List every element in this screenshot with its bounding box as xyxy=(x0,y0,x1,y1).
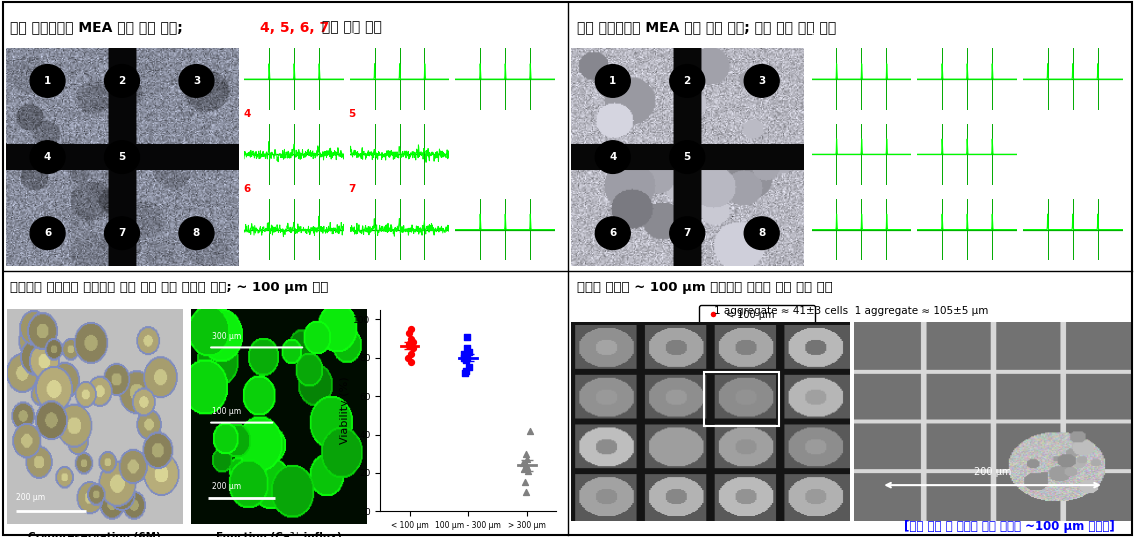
Point xyxy=(455,353,473,362)
Text: 7: 7 xyxy=(118,228,126,238)
Circle shape xyxy=(596,141,630,173)
Point xyxy=(400,342,418,351)
Text: 7: 7 xyxy=(916,184,924,194)
Circle shape xyxy=(745,217,779,250)
Legend: < 100 μm, 100 μm - 300 μm, > 300 μm: < 100 μm, 100 μm - 300 μm, > 300 μm xyxy=(699,304,815,354)
Point xyxy=(518,463,536,471)
Text: 3: 3 xyxy=(1022,33,1029,43)
Text: 7: 7 xyxy=(683,228,691,238)
Point xyxy=(456,369,474,378)
Text: Function (Ca²⁺ influx): Function (Ca²⁺ influx) xyxy=(216,532,342,537)
Point xyxy=(400,353,418,362)
Text: 1 aggregate ≈ 41±3 cells  1 aggregate ≈ 105±5 μm: 1 aggregate ≈ 41±3 cells 1 aggregate ≈ 1… xyxy=(714,307,989,316)
Point xyxy=(516,478,535,487)
Text: 200 μm: 200 μm xyxy=(974,467,1011,477)
Point xyxy=(456,355,474,364)
Text: 4, 5, 6, 7: 4, 5, 6, 7 xyxy=(260,20,329,34)
Circle shape xyxy=(670,64,705,97)
Text: 3: 3 xyxy=(454,33,462,43)
Circle shape xyxy=(596,64,630,97)
Text: 2: 2 xyxy=(916,33,924,43)
Point xyxy=(518,449,536,458)
Point xyxy=(402,357,420,366)
Point xyxy=(457,367,476,375)
Point xyxy=(519,467,537,475)
Text: 300 μm: 300 μm xyxy=(212,332,241,341)
Text: 2: 2 xyxy=(348,33,356,43)
Circle shape xyxy=(596,217,630,250)
Point xyxy=(460,348,478,357)
Point xyxy=(460,363,478,372)
Text: 2: 2 xyxy=(118,76,126,86)
Circle shape xyxy=(179,217,213,250)
Text: 8: 8 xyxy=(193,228,200,238)
Point xyxy=(455,350,473,358)
Circle shape xyxy=(104,64,140,97)
Point xyxy=(516,461,535,469)
Circle shape xyxy=(179,64,213,97)
Text: 3: 3 xyxy=(758,76,765,86)
Point xyxy=(518,488,536,496)
Circle shape xyxy=(31,64,65,97)
Circle shape xyxy=(104,141,140,173)
Text: 1: 1 xyxy=(609,76,616,86)
Text: Cryopreservation (6M): Cryopreservation (6M) xyxy=(28,532,161,537)
Y-axis label: Viability (%): Viability (%) xyxy=(340,377,351,444)
Text: 6: 6 xyxy=(609,228,616,238)
Circle shape xyxy=(670,141,705,173)
Text: 5: 5 xyxy=(348,108,356,119)
Circle shape xyxy=(31,217,65,250)
Text: 5: 5 xyxy=(118,152,126,162)
Text: 3: 3 xyxy=(193,76,200,86)
Text: 8: 8 xyxy=(1022,184,1029,194)
Circle shape xyxy=(745,64,779,97)
Text: 단일 심근세포의 MEA 신호 측정 결과;: 단일 심근세포의 MEA 신호 측정 결과; xyxy=(10,20,187,34)
Circle shape xyxy=(31,141,65,173)
Point xyxy=(402,335,420,343)
Text: 7: 7 xyxy=(348,184,356,194)
Point xyxy=(459,344,477,352)
Point xyxy=(457,353,476,362)
Text: 1: 1 xyxy=(810,33,818,43)
Circle shape xyxy=(104,217,140,250)
Point xyxy=(404,338,422,347)
Text: 4: 4 xyxy=(609,152,616,162)
Point xyxy=(515,465,533,473)
Bar xyxy=(705,372,780,425)
Point xyxy=(521,426,539,435)
Point xyxy=(404,344,422,352)
Text: 100 μm: 100 μm xyxy=(212,407,241,416)
Text: 2: 2 xyxy=(683,76,691,86)
Text: 1: 1 xyxy=(243,33,251,43)
Text: 응집 심근세포의 MEA 신호 측정 결과; 모든 신호 사용 가능: 응집 심근세포의 MEA 신호 측정 결과; 모든 신호 사용 가능 xyxy=(577,20,835,34)
Text: 5: 5 xyxy=(916,108,924,119)
Text: 8: 8 xyxy=(454,184,462,194)
Text: 6: 6 xyxy=(243,184,251,194)
Text: 4: 4 xyxy=(44,152,51,162)
Point xyxy=(400,340,418,349)
Point xyxy=(401,329,419,337)
Text: 5: 5 xyxy=(683,152,691,162)
Text: 4: 4 xyxy=(243,108,251,119)
Text: 심근세포 응집체의 제품화를 위한 동결 보관 생존율 탐색; ~ 100 μm 선정: 심근세포 응집체의 제품화를 위한 동결 보관 생존율 탐색; ~ 100 μm… xyxy=(10,281,328,294)
Text: 200 μm: 200 μm xyxy=(212,482,241,491)
Point xyxy=(514,459,532,468)
Point xyxy=(402,325,420,333)
Text: 신호 사용 불가: 신호 사용 불가 xyxy=(317,20,381,34)
Text: 1: 1 xyxy=(44,76,51,86)
Text: [동결 보관 및 성숙화 유도 응집체 ~100 μm 응집체]: [동결 보관 및 성숙화 유도 응집체 ~100 μm 응집체] xyxy=(903,520,1115,533)
Point xyxy=(518,455,536,464)
Text: 8: 8 xyxy=(758,228,765,238)
Text: 4: 4 xyxy=(810,108,818,119)
Text: 6: 6 xyxy=(810,184,818,194)
Text: 6: 6 xyxy=(44,228,51,238)
Text: 200 μm: 200 μm xyxy=(16,493,44,502)
Point xyxy=(459,332,477,341)
Point xyxy=(402,350,420,358)
Text: 균일한 크기의 ~ 100 μm 심근세포 응집체 제작 기술 확보: 균일한 크기의 ~ 100 μm 심근세포 응집체 제작 기술 확보 xyxy=(577,281,832,294)
Circle shape xyxy=(670,217,705,250)
